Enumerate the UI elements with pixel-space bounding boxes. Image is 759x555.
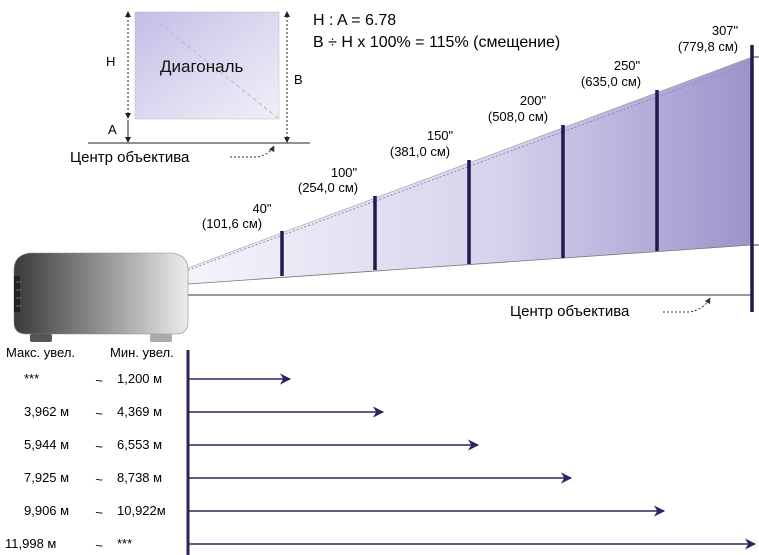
row-max: 5,944 м xyxy=(24,437,69,452)
header-max-zoom: Макс. увел. xyxy=(6,345,75,360)
row-separator: ~ xyxy=(95,373,103,388)
row-separator: ~ xyxy=(95,538,103,553)
distance-table: Макс. увел. Мин. увел. *** ~ 1,200 м 3,9… xyxy=(5,345,757,555)
inset-h-arrow-top xyxy=(125,11,131,17)
row-max: 9,906 м xyxy=(24,503,69,518)
inset-a-arrow-bottom xyxy=(125,137,131,143)
header-min-zoom: Мин. увел. xyxy=(110,345,174,360)
row-separator: ~ xyxy=(95,406,103,421)
projector-icon xyxy=(13,252,189,342)
row-min: 8,738 м xyxy=(117,470,162,485)
screen-size-label: 40" xyxy=(252,201,271,216)
row-max: 3,962 м xyxy=(24,404,69,419)
row-min: 1,200 м xyxy=(117,371,162,386)
row-max: 11,998 м xyxy=(5,536,56,551)
lens-center-label: Центр объектива xyxy=(510,303,630,320)
inset-h-arrow-bottom xyxy=(125,113,131,119)
row-min: *** xyxy=(117,536,132,551)
row-min: 4,369 м xyxy=(117,404,162,419)
formula-offset: B ÷ H x 100% = 115% (смещение) xyxy=(313,34,560,51)
inset-screen xyxy=(134,11,280,120)
inset-a-label: A xyxy=(108,122,117,137)
inset-b-arrow-bottom xyxy=(284,137,290,143)
lens-center-leader xyxy=(663,297,711,313)
screen-size-label: 250" xyxy=(614,58,641,73)
row-separator: ~ xyxy=(95,472,103,487)
screen-labels: 40" (101,6 см) 100" (254,0 см) 150" (381… xyxy=(202,23,739,231)
screen-size-label: 200" xyxy=(520,93,547,108)
inset-b-arrow-top xyxy=(284,11,290,17)
inset-h-label: H xyxy=(106,54,115,69)
row-min: 10,922м xyxy=(117,503,166,518)
screen-bars xyxy=(280,45,754,312)
screen-metric-label: (101,6 см) xyxy=(202,216,262,231)
row-max: *** xyxy=(24,371,39,386)
screen-metric-label: (254,0 см) xyxy=(298,180,358,195)
screen-size-label: 150" xyxy=(427,128,454,143)
row-separator: ~ xyxy=(95,439,103,454)
beam-bottom-edge xyxy=(187,244,753,285)
row-max: 7,925 м xyxy=(24,470,69,485)
row-min: 6,553 м xyxy=(117,437,162,452)
formula-ratio: H : A = 6.78 xyxy=(313,12,396,29)
screen-metric-label: (635,0 см) xyxy=(581,74,641,89)
screen-metric-label: (779,8 см) xyxy=(678,39,738,54)
inset-lens-leader xyxy=(230,145,275,158)
screen-metric-label: (381,0 см) xyxy=(390,144,450,159)
screen-size-label: 307" xyxy=(712,23,739,38)
row-separator: ~ xyxy=(95,505,103,520)
inset-diagonal-label: Диагональ xyxy=(160,57,244,76)
screen-size-label: 100" xyxy=(331,165,358,180)
inset-diagram: Диагональ H A B Центр объектива xyxy=(70,11,310,166)
screen-metric-label: (508,0 см) xyxy=(488,109,548,124)
inset-b-label: B xyxy=(294,72,303,87)
inset-lens-center-label: Центр объектива xyxy=(70,149,190,166)
